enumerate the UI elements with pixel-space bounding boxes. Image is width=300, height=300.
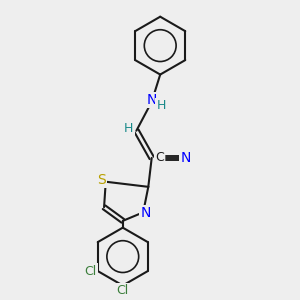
Text: H: H — [124, 122, 134, 136]
Text: C: C — [155, 151, 164, 164]
Text: N: N — [141, 206, 151, 220]
Text: Cl: Cl — [117, 284, 129, 297]
Text: S: S — [97, 173, 106, 187]
Text: Cl: Cl — [84, 265, 96, 278]
Text: N: N — [181, 151, 191, 165]
Text: N: N — [146, 93, 157, 107]
Text: H: H — [157, 99, 166, 112]
